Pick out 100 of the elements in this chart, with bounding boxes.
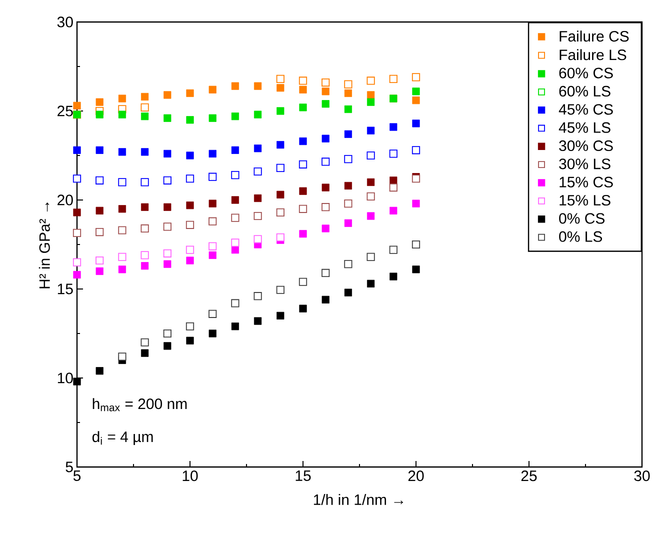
point <box>118 252 126 261</box>
point <box>186 116 194 124</box>
point <box>299 86 307 94</box>
point <box>96 206 104 214</box>
point <box>231 146 240 154</box>
point <box>366 252 375 261</box>
point <box>412 200 420 208</box>
point <box>96 146 104 154</box>
x-tick-label: 20 <box>408 470 424 482</box>
point <box>208 200 216 208</box>
point <box>186 202 194 210</box>
point <box>367 178 375 186</box>
legend-label: 0% LS <box>559 231 602 242</box>
legend-label: Failure CS <box>560 30 629 42</box>
x-tick-label: 30 <box>634 470 650 482</box>
point <box>231 238 240 247</box>
point <box>344 80 352 88</box>
point <box>390 176 398 184</box>
point <box>231 196 240 204</box>
point <box>254 144 262 152</box>
legend-label: 30% CS <box>559 140 613 152</box>
point <box>164 114 172 122</box>
point <box>322 134 330 142</box>
point <box>322 100 330 108</box>
point <box>276 233 284 242</box>
point <box>141 92 149 101</box>
point <box>389 150 398 158</box>
x-axis-title: 1/h in 1/nm → <box>314 494 404 506</box>
point <box>163 176 172 184</box>
point <box>254 317 262 325</box>
point <box>366 151 375 160</box>
point <box>73 208 81 216</box>
point <box>118 148 126 156</box>
point <box>231 171 240 180</box>
point <box>96 367 104 375</box>
y-tick-label: 15 <box>58 284 73 294</box>
x-tick-label: 10 <box>182 470 198 482</box>
point <box>254 235 262 244</box>
point <box>367 280 375 288</box>
point <box>208 242 217 250</box>
point <box>298 76 308 85</box>
point <box>367 98 375 106</box>
point <box>322 78 330 87</box>
point <box>298 278 308 286</box>
point <box>208 114 216 122</box>
point <box>208 310 217 318</box>
point <box>276 286 284 294</box>
point <box>208 86 216 94</box>
y-axis-title: H² in GPa² → <box>38 202 50 288</box>
point <box>412 88 420 96</box>
point <box>389 246 398 254</box>
point <box>164 260 172 268</box>
y-tick-label: 25 <box>58 106 73 116</box>
point <box>344 219 352 227</box>
point <box>299 137 307 146</box>
point <box>208 150 216 158</box>
point <box>366 76 375 85</box>
point <box>412 240 420 249</box>
point <box>96 98 104 106</box>
legend-label: 15% CS <box>560 176 613 188</box>
point <box>164 342 172 350</box>
point <box>367 212 375 220</box>
point <box>118 94 126 102</box>
point <box>276 312 284 320</box>
point <box>412 96 420 104</box>
point <box>186 89 194 97</box>
point <box>344 130 352 138</box>
point <box>254 292 262 300</box>
point <box>96 267 104 275</box>
point <box>231 246 240 254</box>
point <box>299 104 307 112</box>
annotation: h$_{max}$ = 200 nm <box>92 398 187 412</box>
point <box>390 206 398 214</box>
point <box>367 91 375 99</box>
point <box>299 187 307 195</box>
point <box>118 352 126 361</box>
legend-label: Failure LS <box>560 49 626 60</box>
point <box>208 172 217 181</box>
point <box>276 84 284 92</box>
point <box>73 102 81 110</box>
point <box>96 176 104 184</box>
point <box>140 103 149 112</box>
point <box>72 258 82 266</box>
point <box>344 182 352 190</box>
point <box>231 299 240 308</box>
point <box>299 304 307 312</box>
y-tick-label: 20 <box>58 194 73 206</box>
point <box>141 203 149 211</box>
point <box>118 226 126 234</box>
point <box>390 272 398 280</box>
point <box>73 270 81 279</box>
point <box>254 167 262 176</box>
point <box>254 82 262 90</box>
point <box>344 260 352 268</box>
point <box>186 152 194 160</box>
point <box>367 126 375 134</box>
point <box>231 112 240 120</box>
point <box>322 268 330 278</box>
point <box>322 296 330 304</box>
point <box>231 322 240 330</box>
